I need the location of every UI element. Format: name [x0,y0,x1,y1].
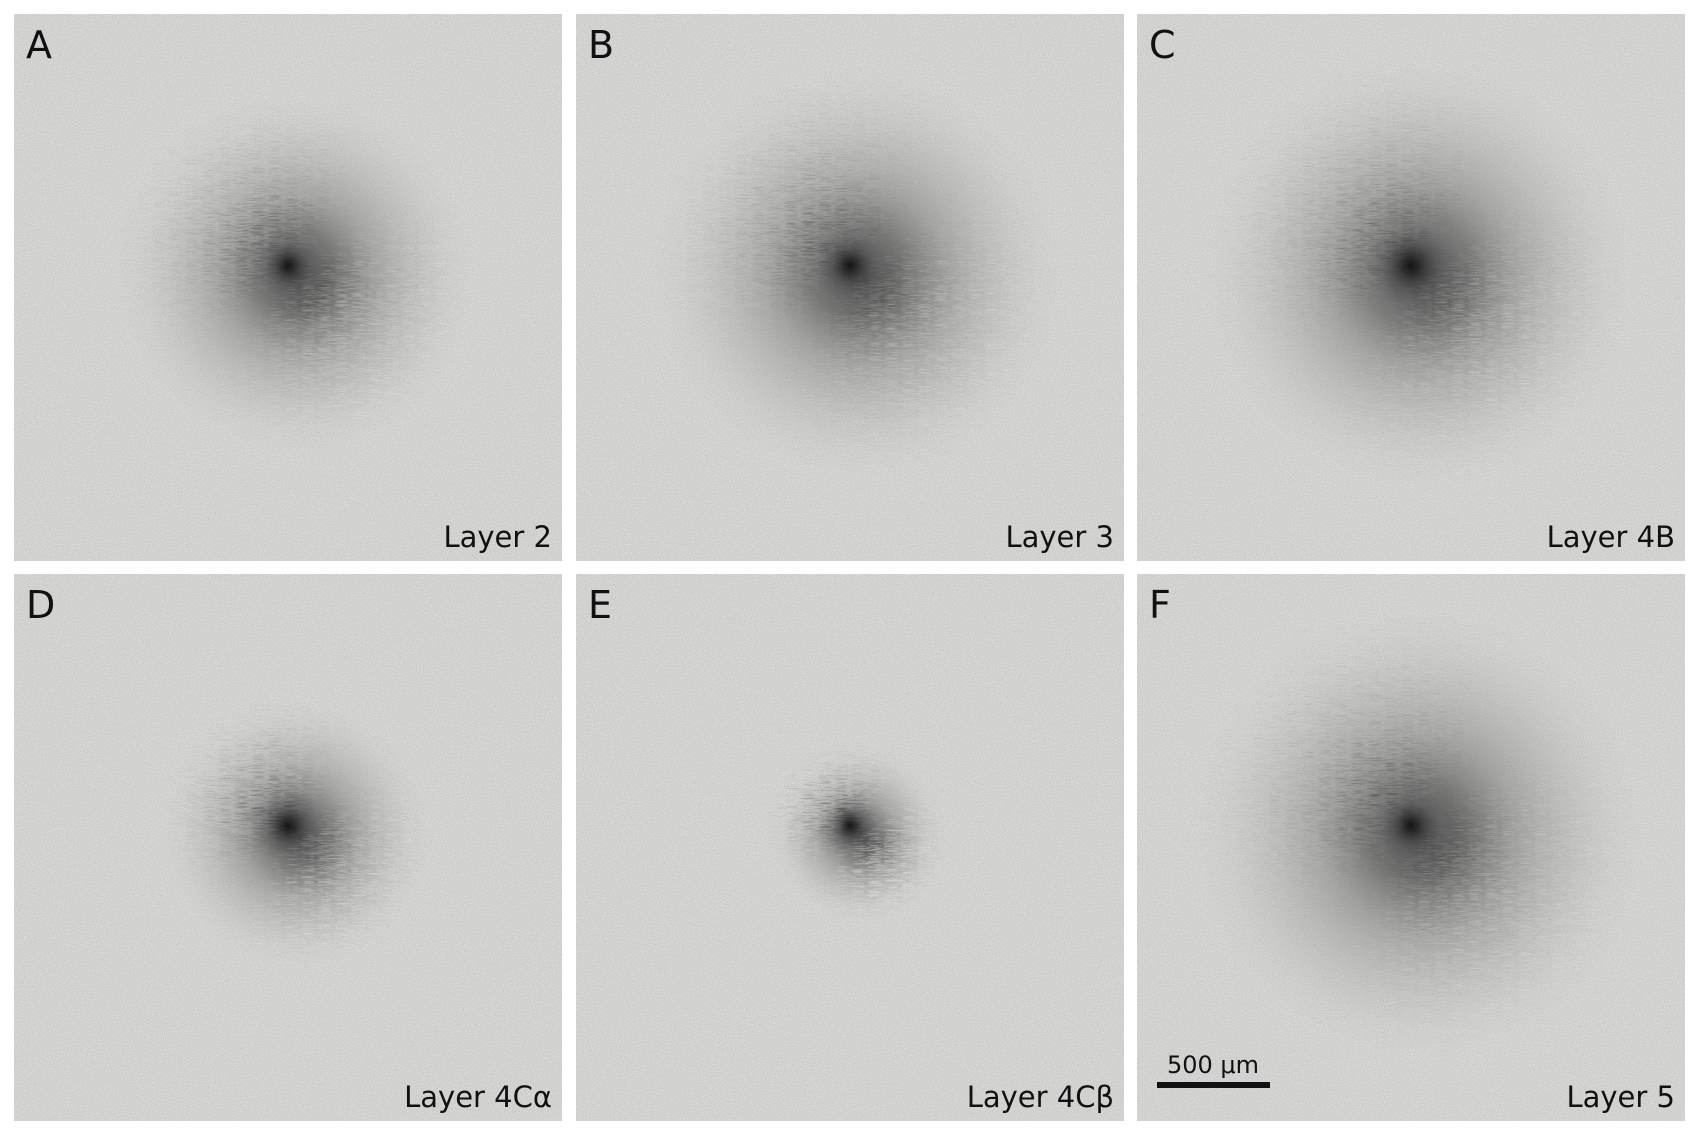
panel: F Layer 5 [1137,574,1685,1121]
stain-core [243,780,333,871]
stain-core [1366,780,1456,871]
panel-label: Layer 2 [443,520,552,554]
scale-bar-label: 500 μm [1167,1051,1259,1079]
panel-letter: E [588,583,612,627]
panel-label: Layer 5 [1566,1080,1675,1114]
panel-letter: B [588,23,614,67]
panel-label: Layer 4Cβ [967,1080,1114,1114]
stain-core [805,220,895,311]
stain-core [248,225,328,306]
panel: E Layer 4Cβ [576,574,1124,1121]
panel-letter: F [1149,583,1171,627]
panel-label: Layer 4B [1547,520,1675,554]
panel-label: Layer 3 [1005,520,1114,554]
panel: B Layer 3 [576,14,1124,561]
panel: D Layer 4Cα [14,574,562,1121]
panel: A Layer 2 [14,14,562,561]
stain-core [815,790,885,861]
panel-letter: A [26,23,52,67]
panel-letter: D [26,583,55,627]
panel-label: Layer 4Cα [404,1080,552,1114]
stain-core [1356,210,1466,321]
panel-letter: C [1149,23,1176,67]
panel: C Layer 4B [1137,14,1685,561]
